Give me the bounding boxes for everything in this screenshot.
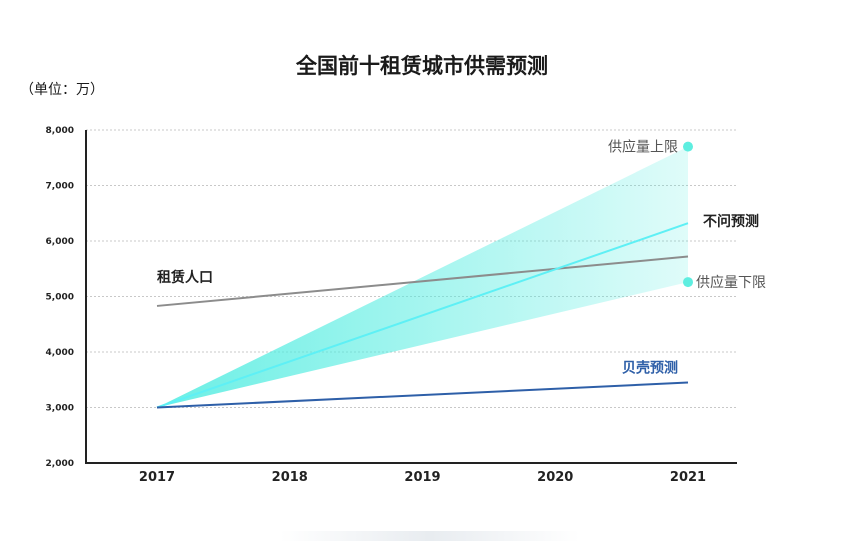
x-tick-label: 2018 <box>272 470 308 485</box>
axes <box>85 130 737 464</box>
y-tick-label: 6,000 <box>46 237 74 247</box>
series-label: 贝壳预测 <box>622 360 678 377</box>
y-tick-label: 5,000 <box>46 293 74 303</box>
x-tick-label: 2017 <box>139 470 175 485</box>
x-tick-label: 2019 <box>404 470 440 485</box>
chart-title: 全国前十租赁城市供需预测 <box>296 54 548 78</box>
y-tick-label: 7,000 <box>46 182 74 192</box>
band-layer <box>157 146 688 408</box>
bottom-fade-decoration <box>280 531 580 541</box>
series-label: 租赁人口 <box>157 269 213 286</box>
series-line <box>156 381 689 409</box>
band-marker-label: 供应量上限 <box>608 139 678 156</box>
series-layer <box>156 222 689 409</box>
tick-labels: 2,000 3,000 4,000 5,000 6,000 7,000 8,000 2017 2… <box>46 126 707 485</box>
y-tick-label: 2,000 <box>46 459 74 469</box>
x-tick-label: 2020 <box>537 470 573 485</box>
series-line <box>156 222 689 409</box>
series-label: 不问预测 <box>703 213 759 230</box>
supply-range-band <box>157 146 688 408</box>
y-tick-label: 4,000 <box>46 348 74 358</box>
series-line <box>156 255 689 307</box>
y-tick-label: 3,000 <box>46 404 74 414</box>
y-tick-label: 8,000 <box>46 126 74 136</box>
x-tick-label: 2021 <box>670 470 706 485</box>
band-marker-dot <box>683 141 693 152</box>
band-marker-dot <box>683 277 693 288</box>
unit-label: （单位：万） <box>20 82 104 98</box>
band-marker-label: 供应量下限 <box>696 274 766 291</box>
